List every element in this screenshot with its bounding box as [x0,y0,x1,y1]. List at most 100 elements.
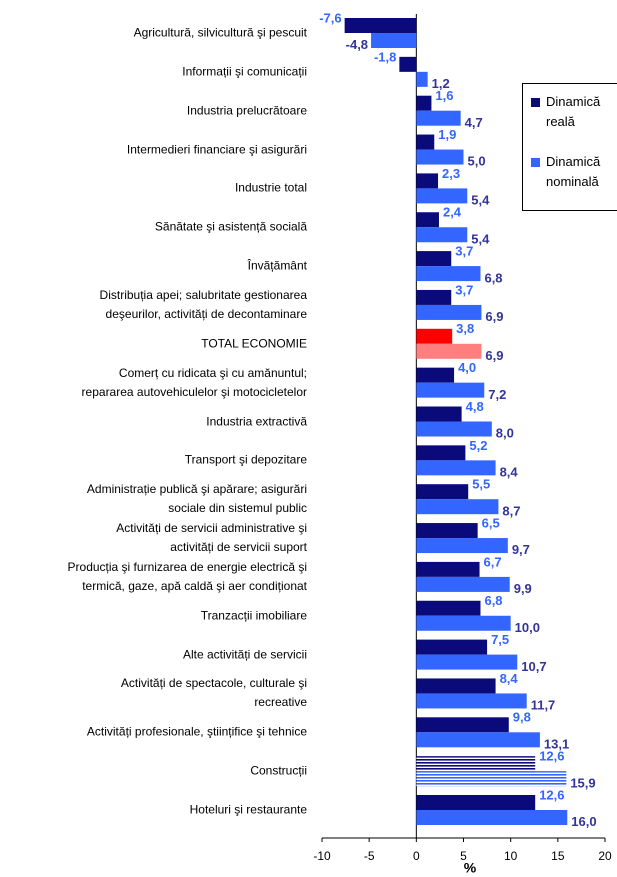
legend-swatch [531,158,540,167]
category-label: Intermedieri financiare şi asigurări [126,142,307,157]
bar [416,149,464,165]
value-label: 7,2 [488,387,506,402]
category-label: Industrie total [234,180,307,195]
category-label: Activități de spectacole, culturale şi r… [120,676,307,710]
bar [416,693,527,709]
x-tick-label: -5 [364,849,375,863]
value-label: 8,7 [502,503,520,518]
category-label: Transport şi depozitare [184,452,307,467]
bar [416,538,508,554]
bar [416,212,439,228]
bar [416,406,462,422]
bar [416,499,499,515]
bar [416,639,488,655]
value-label: 10,0 [515,620,540,635]
bar [416,134,435,150]
bar [416,110,461,126]
category-label: Activități profesionale, ştiințifice şi … [86,724,307,739]
value-label: 1,9 [438,127,456,142]
value-label: 8,0 [496,426,514,441]
category-label: Hoteluri şi restaurante [189,802,307,817]
value-label: 6,5 [482,515,500,530]
value-label: -1,8 [374,49,396,64]
x-tick-label: -10 [313,849,331,863]
value-label: 6,9 [485,348,503,363]
value-label: 6,7 [484,554,502,569]
legend-swatch [531,98,540,107]
x-tick-label: 5 [460,849,467,863]
bar [416,188,468,204]
bar [416,367,455,383]
value-label: 9,7 [512,542,530,557]
bar [416,227,468,243]
value-label: 1,6 [435,88,453,103]
category-label: Producția şi furnizarea de energie elect… [67,559,307,593]
bar [416,810,568,825]
value-label: 9,8 [513,710,531,725]
bar [416,343,482,359]
legend-entry: Dinamică reală [531,92,617,132]
bar [371,33,417,48]
bar [416,289,452,305]
value-label: 2,4 [443,205,462,220]
x-tick-label: 15 [551,849,565,863]
category-label: Comerț cu ridicata şi cu amănuntul; repa… [81,365,307,399]
category-label: Informații şi comunicații [182,64,307,79]
bar [416,561,480,577]
bar [416,95,432,111]
value-label: 7,5 [491,632,509,647]
legend-entry: Dinamică nominală [531,152,617,192]
value-label: -4,8 [346,37,368,52]
category-label: Învățământ [247,258,307,273]
value-label: 12,6 [539,787,564,802]
category-label: Tranzacții imobiliare [200,608,307,623]
category-label: Distribuția apei; salubritate gestionare… [99,287,307,321]
x-tick-label: 20 [598,849,612,863]
value-label: 3,7 [455,244,473,259]
legend-label: Dinamică reală [546,94,601,129]
value-label: 4,7 [465,115,483,130]
value-label: 10,7 [521,659,546,674]
category-label: TOTAL ECONOMIE [201,336,307,351]
value-label: 9,9 [514,581,532,596]
bar [416,304,482,320]
bar [416,600,481,616]
value-label: 12,6 [539,749,564,764]
category-label: Administrație publică şi apărare; asigur… [86,482,307,516]
value-label: 11,7 [531,698,556,713]
value-label: 8,4 [500,671,519,686]
category-label: Agricultură, silvicultură şi pescuit [133,25,307,40]
category-label: Industria extractivă [206,414,307,428]
bar [416,795,536,810]
bar [416,523,478,539]
bar [416,576,510,592]
bar [416,615,511,631]
bar [416,382,485,398]
bar [416,654,518,670]
bar [416,732,540,748]
category-label: Activități de servicii administrative şi… [116,521,307,555]
value-label: 13,1 [544,736,569,751]
bar [416,484,469,500]
x-axis-label: % [464,860,477,876]
bar [416,678,496,694]
value-label: 3,8 [456,321,474,336]
x-tick-label: 10 [504,849,518,863]
value-label: 5,4 [471,193,490,208]
bar [416,421,492,437]
value-label: 5,0 [468,154,486,169]
category-label: Construcții [250,763,307,778]
value-label: 4,0 [458,360,476,375]
value-label: 5,2 [469,438,487,453]
value-label: 6,8 [484,593,502,608]
value-label: 8,4 [500,465,519,480]
bar [416,445,466,461]
bar [416,771,567,787]
value-label: 6,8 [484,270,502,285]
bar [416,173,439,189]
bar [416,717,509,733]
category-label: Sănătate şi asistență socială [154,219,307,234]
value-label: 16,0 [571,814,596,829]
